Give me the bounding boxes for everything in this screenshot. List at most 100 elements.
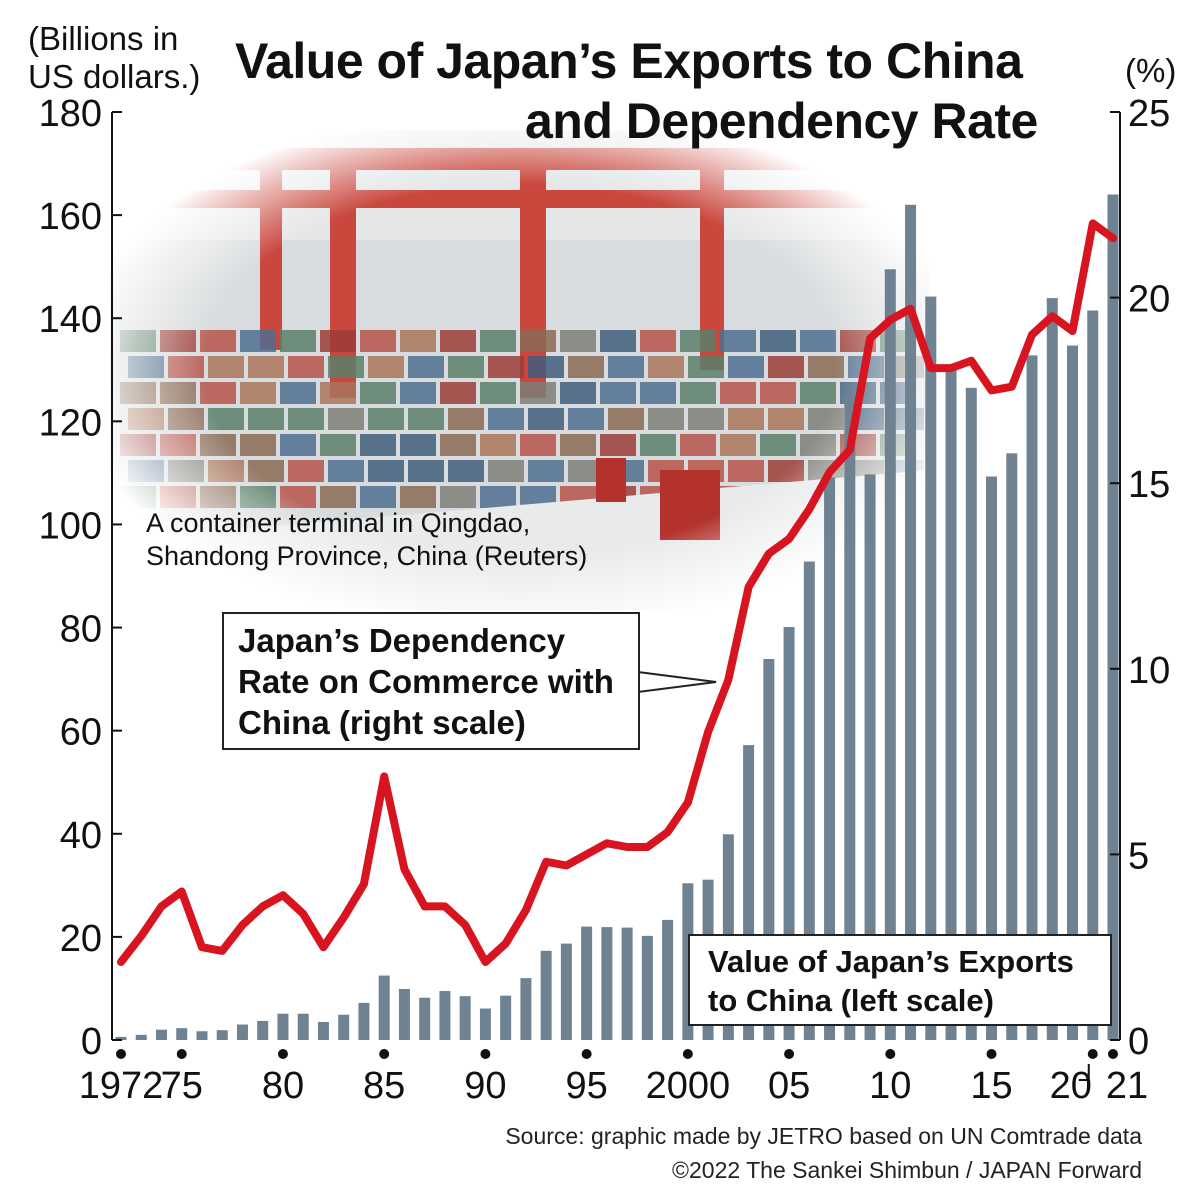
container-block xyxy=(768,356,804,378)
container-block xyxy=(448,356,484,378)
container-block xyxy=(480,330,516,352)
right-tick-label: 10 xyxy=(1128,650,1170,692)
container-block xyxy=(288,460,324,482)
container-block xyxy=(808,356,844,378)
container-block xyxy=(320,330,356,352)
x-tick-dot xyxy=(784,1049,795,1059)
bar-1988 xyxy=(439,991,451,1040)
container-block xyxy=(728,460,764,482)
container-block xyxy=(168,408,204,430)
container-block xyxy=(800,382,836,404)
left-tick-label: 0 xyxy=(81,1021,102,1063)
bar-1975 xyxy=(176,1028,188,1040)
source-note: Source: graphic made by JETRO based on U… xyxy=(505,1123,1142,1149)
container-block xyxy=(768,460,804,482)
bar-1981 xyxy=(297,1013,309,1040)
left-axis-unit: (Billions in US dollars.) xyxy=(28,20,201,95)
container-block xyxy=(360,330,396,352)
container-block xyxy=(408,408,444,430)
container-block xyxy=(208,356,244,378)
right-tick-label: 5 xyxy=(1128,835,1149,877)
bar-2003 xyxy=(743,745,755,1040)
callout-exports-line1: Value of Japan’s Exports xyxy=(708,944,1074,979)
x-tick-label-1995: 95 xyxy=(565,1065,607,1107)
left-tick-label: 40 xyxy=(60,815,102,857)
callout-rate-line1: Japan’s Dependency xyxy=(238,622,566,659)
x-tick-dot xyxy=(277,1049,288,1059)
x-tick-label-2015: 15 xyxy=(970,1065,1012,1107)
container-block xyxy=(680,330,716,352)
container-block xyxy=(200,382,236,404)
container-block xyxy=(560,330,596,352)
container-block xyxy=(408,460,444,482)
container-block xyxy=(488,408,524,430)
callout-pointer xyxy=(637,670,717,694)
container-block xyxy=(368,460,404,482)
photo-caption: A container terminal in Qingdao, Shandon… xyxy=(146,507,587,573)
bar-2006 xyxy=(803,561,815,1040)
container-block xyxy=(288,356,324,378)
container-block xyxy=(360,382,396,404)
x-tick-label-1980: 80 xyxy=(262,1065,304,1107)
bar-2005 xyxy=(783,627,795,1040)
container-block xyxy=(488,356,524,378)
container-block xyxy=(208,460,244,482)
bar-1974 xyxy=(155,1029,167,1040)
container-block xyxy=(328,460,364,482)
right-axis-unit: (%) xyxy=(1125,52,1177,89)
bar-1998 xyxy=(641,935,653,1040)
x-tick-dot xyxy=(885,1049,896,1059)
container-block xyxy=(120,434,156,456)
container-block xyxy=(208,408,244,430)
axes xyxy=(111,111,1121,1041)
container-block xyxy=(440,330,476,352)
left-tick-label: 180 xyxy=(39,93,102,135)
photo-caption-line1: A container terminal in Qingdao, xyxy=(146,508,531,538)
container-block xyxy=(320,382,356,404)
x-tick-dot xyxy=(1108,1049,1118,1059)
container-block xyxy=(448,460,484,482)
container-block xyxy=(440,486,476,508)
bar-2014 xyxy=(965,387,977,1040)
container-block xyxy=(720,434,756,456)
container-block xyxy=(640,434,676,456)
container-block xyxy=(480,434,516,456)
x-tick-label-2000: 2000 xyxy=(646,1065,731,1107)
container-block xyxy=(648,408,684,430)
chart-title-line1: Value of Japan’s Exports to China xyxy=(235,33,1023,89)
dependency-line xyxy=(117,219,1117,966)
container-block xyxy=(160,382,196,404)
container-block xyxy=(680,382,716,404)
x-tick-label-1975: 75 xyxy=(161,1065,203,1107)
bar-2010 xyxy=(884,269,896,1040)
bar-1982 xyxy=(317,1021,329,1040)
bar-1984 xyxy=(358,1002,370,1040)
bar-2007 xyxy=(824,477,836,1040)
container-block xyxy=(520,486,556,508)
container-block xyxy=(168,460,204,482)
callout-exports-line2: to China (left scale) xyxy=(708,983,994,1018)
container-block xyxy=(720,382,756,404)
container-block xyxy=(368,408,404,430)
dependency-rate-callout: Japan’s Dependency Rate on Commerce with… xyxy=(222,612,640,750)
bar-2020 xyxy=(1087,310,1099,1040)
container-block xyxy=(200,434,236,456)
container-block xyxy=(608,408,644,430)
container-block xyxy=(808,408,844,430)
dependency-rate-line xyxy=(117,219,1117,966)
x-tick-label-2010: 10 xyxy=(869,1065,911,1107)
x-tick-bracket xyxy=(1078,1064,1090,1081)
bar-1987 xyxy=(419,997,431,1040)
container-block xyxy=(128,356,164,378)
container-block xyxy=(280,434,316,456)
container-block xyxy=(768,408,804,430)
container-block xyxy=(288,408,324,430)
container-block xyxy=(240,382,276,404)
container-block xyxy=(120,330,156,352)
container-block xyxy=(360,486,396,508)
container-block xyxy=(608,356,644,378)
container-block xyxy=(760,382,796,404)
container-block xyxy=(600,434,636,456)
x-tick-dot xyxy=(986,1049,997,1059)
